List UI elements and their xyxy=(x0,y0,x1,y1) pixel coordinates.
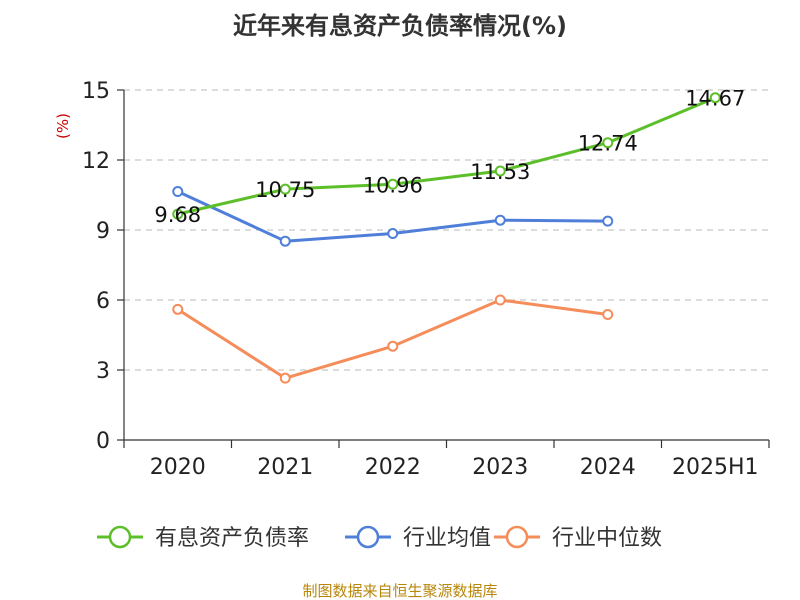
legend-label: 行业均值 xyxy=(403,526,491,551)
x-tick-label: 2023 xyxy=(472,455,528,480)
source-note: 制图数据来自恒生聚源数据库 xyxy=(302,582,497,600)
data-point[interactable] xyxy=(279,235,291,247)
legend: 有息资产负债率 行业均值 行业中位数 xyxy=(97,525,662,551)
x-tick-label: 2025H1 xyxy=(672,455,759,480)
legend-item-0[interactable]: 有息资产负债率 xyxy=(97,525,309,551)
data-labels: 9.68 10.75 10.96 11.53 12.74 14.67 xyxy=(154,87,745,227)
data-point[interactable] xyxy=(387,340,399,352)
data-label: 12.74 xyxy=(578,132,638,156)
legend-marker xyxy=(505,525,529,549)
data-label: 10.75 xyxy=(255,178,315,202)
axes: 0 3 6 9 12 15 2020 2021 2022 2023 2024 2025H1 xyxy=(82,79,770,480)
y-axis-label: (%) xyxy=(54,113,72,139)
data-point[interactable] xyxy=(494,165,506,177)
data-point[interactable] xyxy=(279,372,291,384)
data-point[interactable] xyxy=(602,308,614,320)
legend-label: 行业中位数 xyxy=(552,526,662,551)
data-label: 10.96 xyxy=(363,173,423,197)
y-tick-label: 15 xyxy=(82,79,110,104)
legend-marker xyxy=(356,525,380,549)
legend-label: 有息资产负债率 xyxy=(155,526,309,551)
series-line-0 xyxy=(177,96,716,216)
data-point[interactable] xyxy=(709,92,721,104)
y-tick-label: 3 xyxy=(96,359,110,384)
y-tick-label: 9 xyxy=(96,219,110,244)
x-tick-label: 2022 xyxy=(365,455,421,480)
gridlines xyxy=(124,89,769,371)
data-label: 11.53 xyxy=(470,160,530,184)
legend-item-2[interactable]: 行业中位数 xyxy=(494,525,662,551)
y-tick-label: 6 xyxy=(96,289,110,314)
data-point[interactable] xyxy=(494,214,506,226)
legend-marker xyxy=(108,525,132,549)
data-point[interactable] xyxy=(387,228,399,239)
data-point[interactable] xyxy=(172,208,184,220)
x-tick-label: 2024 xyxy=(580,455,636,480)
x-tick-label: 2020 xyxy=(150,455,206,480)
series-lines xyxy=(172,92,721,384)
y-tick-label: 0 xyxy=(96,429,110,454)
x-tick-label: 2021 xyxy=(257,455,313,480)
data-point[interactable] xyxy=(602,137,614,149)
y-tick-label: 12 xyxy=(82,149,110,174)
data-label: 9.68 xyxy=(154,203,201,227)
chart-title: 近年来有息资产负债率情况(%) xyxy=(233,12,567,40)
data-point[interactable] xyxy=(494,294,506,306)
data-point[interactable] xyxy=(172,186,184,197)
data-label: 14.67 xyxy=(685,87,745,111)
data-point[interactable] xyxy=(279,183,291,195)
series-line-2 xyxy=(176,298,608,380)
data-point[interactable] xyxy=(387,178,399,190)
data-point[interactable] xyxy=(602,215,614,227)
legend-item-1[interactable]: 行业均值 xyxy=(345,525,491,551)
data-point[interactable] xyxy=(172,303,184,315)
